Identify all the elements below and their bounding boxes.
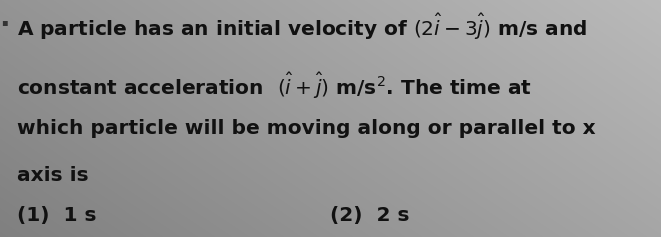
- Text: A particle has an initial velocity of $(2\hat{i} - 3\hat{j})$ m/s and: A particle has an initial velocity of $(…: [17, 12, 587, 42]
- Text: (2)  2 s: (2) 2 s: [330, 206, 410, 225]
- Text: (1)  1 s: (1) 1 s: [17, 206, 96, 225]
- Text: which particle will be moving along or parallel to x: which particle will be moving along or p…: [17, 118, 595, 137]
- Text: axis is: axis is: [17, 166, 88, 185]
- Text: ▪: ▪: [1, 17, 8, 27]
- Text: constant acceleration  $(\hat{i} + \hat{j})$ m/s$^2$. The time at: constant acceleration $(\hat{i} + \hat{j…: [17, 71, 531, 101]
